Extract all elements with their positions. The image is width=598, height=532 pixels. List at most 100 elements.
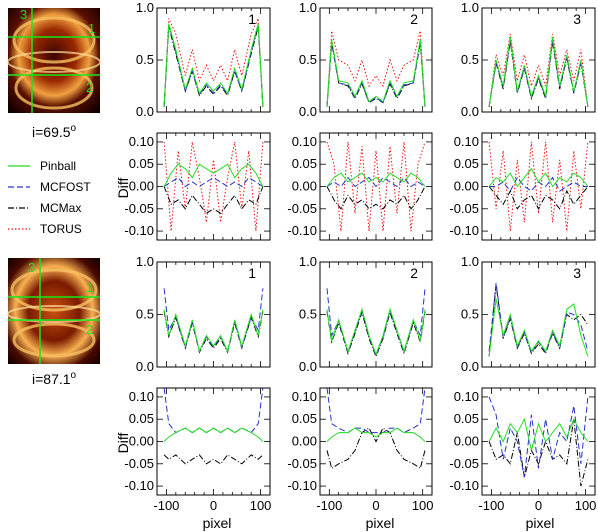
diff-axis-title-upper: Diff — [115, 178, 131, 199]
x-tick-label: -100 — [478, 498, 504, 513]
disk-image-1: 1 2 3 — [7, 7, 101, 113]
y-tick-label: -0.05 — [287, 201, 317, 216]
series-line-mcfost — [488, 282, 589, 354]
series-line-pinball — [326, 172, 426, 187]
disk-image-2-ring-mid — [7, 305, 101, 323]
series-line-torus — [488, 141, 589, 232]
y-tick-label: 0.00 — [454, 434, 479, 449]
y-tick-label: 0.10 — [129, 389, 154, 404]
panel-r2-c3: 0.10 0.05 0.00 -0.05 -0.10 — [449, 132, 596, 241]
legend-label-torus: TORUS — [40, 222, 82, 236]
y-tick-label: -0.10 — [449, 478, 479, 493]
diff-axis-title-lower: Diff — [115, 433, 131, 454]
y-tick-label: 0.5 — [461, 52, 479, 67]
y-tick-label: 1.0 — [136, 0, 154, 15]
series-line-mcfost — [163, 176, 264, 188]
series-line-mcfost — [488, 396, 589, 478]
disk-image-1-cut-label-2: 2 — [86, 80, 93, 95]
series-line-pinball — [326, 307, 426, 356]
disk-image-1-cut-label-1: 1 — [88, 21, 95, 36]
y-tick-label: -0.10 — [287, 478, 317, 493]
y-tick-label: 0.05 — [454, 156, 479, 171]
y-tick-label: 0.05 — [454, 411, 479, 426]
panel-r3-c3: 0.0 0.5 1.0 3 — [461, 254, 596, 374]
series-line-torus — [326, 30, 426, 107]
y-tick-label: 0.05 — [292, 411, 317, 426]
series-line-pinball — [488, 167, 589, 188]
panel-r1-c1: 0.0 0.5 1.0 1 — [136, 0, 271, 119]
disk-image-2-cut-label-2: 2 — [86, 322, 93, 337]
panel-number: 1 — [248, 265, 256, 281]
series-line-mcmax — [488, 419, 589, 487]
legend-label-mcfost: MCFOST — [40, 180, 91, 194]
y-tick-label: -0.05 — [124, 456, 154, 471]
series-line-mcmax — [326, 186, 426, 210]
series-line-mcfost — [326, 288, 426, 357]
series-line-pinball — [163, 23, 264, 107]
y-tick-label: 1.0 — [461, 0, 479, 15]
y-tick-label: 0.5 — [136, 52, 154, 67]
series-line-mcmax — [163, 454, 264, 465]
panel-r4-c2: 0.10 0.05 0.00 -0.05 -0.10 -100 0 100 — [287, 387, 434, 513]
series-line-pinball — [488, 417, 589, 451]
series-line-mcfost — [163, 24, 264, 107]
series-line-mcmax — [488, 186, 589, 210]
series-line-mcfost — [163, 288, 264, 353]
y-tick-label: 0.05 — [292, 156, 317, 171]
x-tick-label: 100 — [250, 498, 272, 513]
y-tick-label: -0.10 — [124, 223, 154, 238]
series-line-mcmax — [326, 310, 426, 358]
inclination-label-2: i=87.1o — [32, 370, 77, 387]
y-tick-label: 0.0 — [136, 104, 154, 119]
disk-image-2-ring-lower — [12, 322, 96, 358]
y-tick-label: 0.10 — [129, 134, 154, 149]
disk-image-1-ring-lower — [14, 66, 94, 110]
y-tick-label: -0.10 — [287, 223, 317, 238]
x-tick-label: 0 — [372, 498, 379, 513]
panel-frame — [156, 387, 271, 496]
y-tick-label: 0.5 — [461, 307, 479, 322]
disk-image-2-ring-upper — [10, 268, 98, 312]
y-tick-label: -0.10 — [449, 223, 479, 238]
series-line-mcmax — [163, 186, 264, 214]
y-tick-label: 0.05 — [129, 156, 154, 171]
series-line-mcmax — [326, 427, 426, 470]
disk-image-1-ring-mid — [7, 51, 101, 73]
series-line-mcfost — [326, 388, 426, 434]
series-line-torus — [326, 141, 426, 232]
x-tick-label: -100 — [316, 498, 342, 513]
y-tick-label: 0.0 — [461, 104, 479, 119]
y-tick-label: 0.0 — [461, 359, 479, 374]
y-tick-label: 0.0 — [299, 359, 317, 374]
disk-image-2: 1 2 3 — [7, 258, 101, 364]
panel-r3-c1: 0.0 0.5 1.0 1 — [136, 254, 271, 374]
y-tick-label: 0.5 — [299, 307, 317, 322]
series-line-pinball — [488, 298, 589, 357]
y-tick-label: 0.0 — [136, 359, 154, 374]
series-line-mcmax — [326, 43, 426, 107]
y-tick-label: 0.10 — [454, 134, 479, 149]
panels: 0.00.51.010.00.51.020.00.51.030.100.050.… — [124, 0, 596, 513]
y-tick-label: 0.5 — [136, 307, 154, 322]
y-tick-label: -0.10 — [124, 478, 154, 493]
series-line-pinball — [163, 309, 264, 353]
disk-image-2-cut-label-1: 1 — [86, 280, 93, 295]
y-tick-label: 0.00 — [454, 179, 479, 194]
panel-r3-c2: 0.0 0.5 1.0 2 — [299, 254, 433, 374]
y-tick-label: 0.10 — [292, 134, 317, 149]
legend: Pinball MCFOST MCMax TORUS — [8, 159, 91, 236]
x-tick-label: 0 — [210, 498, 217, 513]
y-tick-label: -0.05 — [124, 201, 154, 216]
x-tick-label: 100 — [412, 498, 434, 513]
y-tick-label: 1.0 — [461, 254, 479, 269]
series-line-mcfost — [326, 176, 426, 188]
panel-r4-c1: 0.10 0.05 0.00 -0.05 -0.10 -100 0 100 — [124, 387, 272, 513]
panel-r1-c3: 0.0 0.5 1.0 3 — [461, 0, 596, 119]
y-tick-label: 0.10 — [454, 389, 479, 404]
panel-r2-c2: 0.10 0.05 0.00 -0.05 -0.10 — [287, 132, 433, 241]
panel-r1-c2: 0.0 0.5 1.0 2 — [299, 0, 433, 119]
y-tick-label: -0.05 — [287, 456, 317, 471]
pixel-axis-title-col-3: pixel — [526, 515, 555, 531]
inclination-label-1: i=69.5o — [32, 123, 77, 140]
